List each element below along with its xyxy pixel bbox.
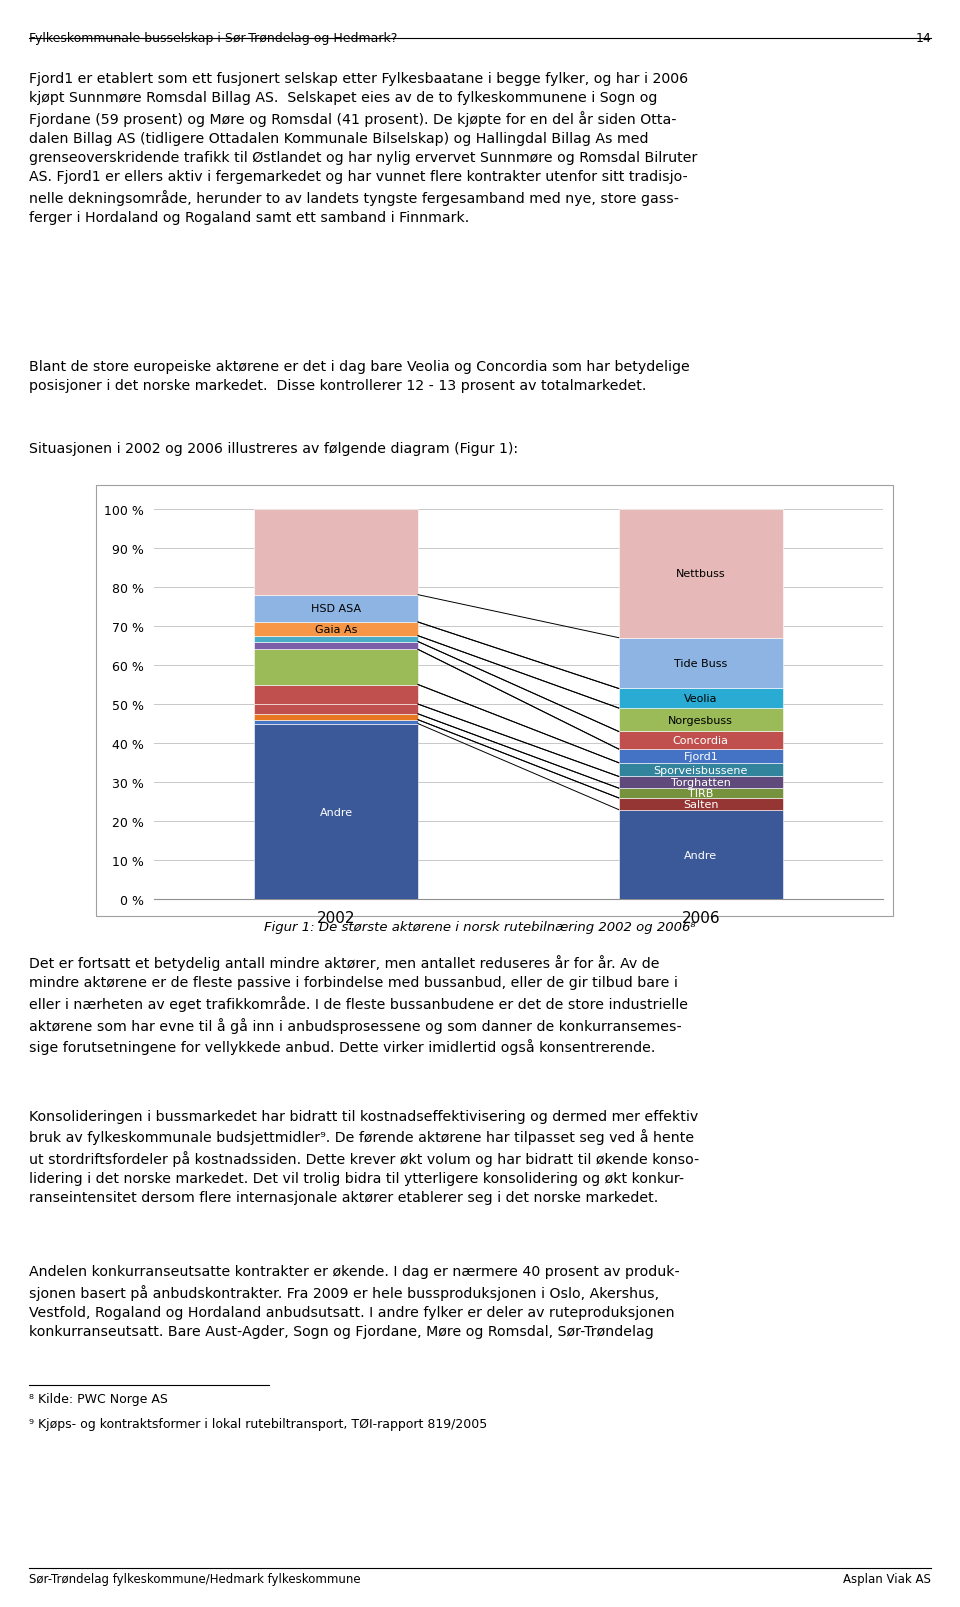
Bar [253, 704, 419, 715]
Bar [253, 622, 419, 636]
Text: Konsolideringen i bussmarkedet har bidratt til kostnadseffektivisering og dermed: Konsolideringen i bussmarkedet har bidra… [29, 1109, 699, 1204]
Text: Andre: Andre [684, 850, 717, 860]
Bar [619, 733, 783, 749]
Bar [619, 689, 783, 709]
Bar [619, 709, 783, 733]
Text: Asplan Viak AS: Asplan Viak AS [843, 1572, 931, 1585]
Text: Gaia As: Gaia As [315, 625, 357, 635]
Text: Andelen konkurranseutsatte kontrakter er økende. I dag er nærmere 40 prosent av : Andelen konkurranseutsatte kontrakter er… [29, 1265, 680, 1339]
Bar [619, 749, 783, 763]
Text: TIRB: TIRB [688, 789, 713, 799]
Bar [253, 509, 419, 595]
Text: Blant de store europeiske aktørene er det i dag bare Veolia og Concordia som har: Blant de store europeiske aktørene er de… [29, 360, 689, 392]
Bar [619, 810, 783, 900]
Text: Concordia: Concordia [673, 736, 729, 746]
Text: Norgesbuss: Norgesbuss [668, 715, 733, 725]
Bar [619, 638, 783, 689]
Text: Salten: Salten [684, 799, 718, 810]
Text: Fylkeskommunale busselskap i Sør-Trøndelag og Hedmark?: Fylkeskommunale busselskap i Sør-Trøndel… [29, 32, 397, 45]
Bar [253, 595, 419, 622]
Bar [253, 725, 419, 900]
Text: ⁸ Kilde: PWC Norge AS: ⁸ Kilde: PWC Norge AS [29, 1392, 168, 1405]
Text: Sør-Trøndelag fylkeskommune/Hedmark fylkeskommune: Sør-Trøndelag fylkeskommune/Hedmark fylk… [29, 1572, 360, 1585]
Text: Fjord1: Fjord1 [684, 752, 718, 762]
Bar [619, 776, 783, 789]
Bar [253, 685, 419, 704]
Bar [253, 636, 419, 643]
Text: Sporveisbussene: Sporveisbussene [654, 765, 748, 775]
Text: Fjord1 er etablert som ett fusjonert selskap etter Fylkesbaatane i begge fylker,: Fjord1 er etablert som ett fusjonert sel… [29, 72, 697, 225]
Text: Figur 1: De største aktørene i norsk rutebilnæring 2002 og 2006⁸: Figur 1: De største aktørene i norsk rut… [264, 921, 696, 934]
Text: Torghatten: Torghatten [671, 778, 731, 787]
Bar [253, 720, 419, 725]
Text: Nettbuss: Nettbuss [676, 569, 726, 579]
Bar [619, 509, 783, 638]
Bar [619, 763, 783, 776]
Text: Situasjonen i 2002 og 2006 illustreres av følgende diagram (Figur 1):: Situasjonen i 2002 og 2006 illustreres a… [29, 442, 518, 456]
Text: Andre: Andre [320, 807, 352, 816]
Bar [253, 643, 419, 649]
Bar [253, 649, 419, 685]
Text: Veolia: Veolia [684, 694, 717, 704]
Text: 14: 14 [916, 32, 931, 45]
Text: Tide Buss: Tide Buss [674, 659, 728, 669]
Text: Det er fortsatt et betydelig antall mindre aktører, men antallet reduseres år fo: Det er fortsatt et betydelig antall mind… [29, 955, 687, 1054]
Text: ⁹ Kjøps- og kontraktsformer i lokal rutebiltransport, TØI-rapport 819/2005: ⁹ Kjøps- og kontraktsformer i lokal rute… [29, 1417, 487, 1430]
Bar [619, 789, 783, 799]
Bar [619, 799, 783, 810]
Text: HSD ASA: HSD ASA [311, 604, 361, 614]
Bar [253, 715, 419, 720]
